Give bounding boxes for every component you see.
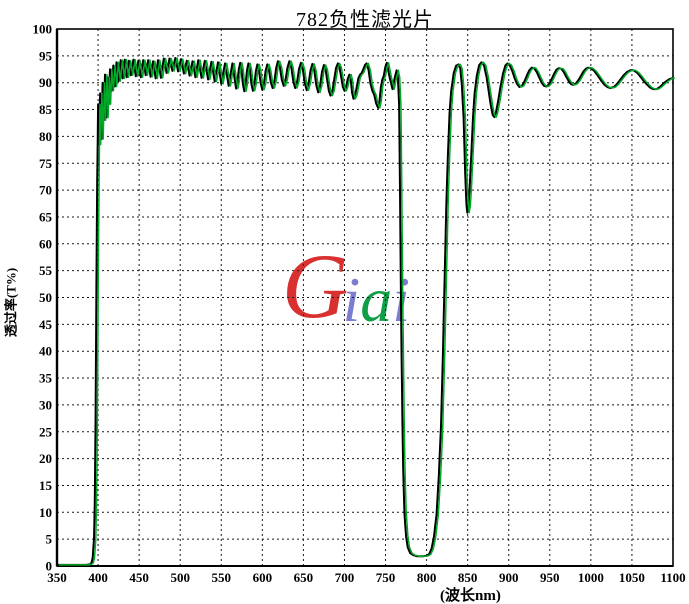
transmission-curve-black xyxy=(57,57,674,566)
x-tick-label: 700 xyxy=(335,570,355,585)
transmission-curve-green xyxy=(58,57,676,566)
y-tick-label: 20 xyxy=(39,451,52,466)
x-tick-label: 450 xyxy=(129,570,149,585)
y-tick-label: 30 xyxy=(39,397,52,412)
chart-title: 782负性滤光片 xyxy=(296,9,434,31)
x-tick-label: 350 xyxy=(47,570,67,585)
y-tick-label: 70 xyxy=(39,183,52,198)
x-tick-label: 1000 xyxy=(578,570,604,585)
watermark-letter-g: G xyxy=(282,235,349,337)
y-tick-label: 35 xyxy=(39,371,53,386)
x-tick-label: 900 xyxy=(499,570,519,585)
y-tick-label: 90 xyxy=(39,75,52,90)
y-tick-label: 75 xyxy=(39,156,53,171)
y-tick-label: 0 xyxy=(46,559,53,574)
y-tick-label: 10 xyxy=(39,505,52,520)
x-tick-label: 800 xyxy=(417,570,437,585)
plot-border xyxy=(56,28,674,567)
y-tick-label: 15 xyxy=(39,478,53,493)
x-tick-label: 1100 xyxy=(660,570,685,585)
x-axis-title: (波长nm) xyxy=(440,588,501,604)
x-tick-label: 400 xyxy=(88,570,108,585)
x-tick-label: 750 xyxy=(376,570,396,585)
watermark-letter-a: a xyxy=(360,264,393,335)
y-tick-label: 60 xyxy=(39,236,52,251)
y-tick-label: 65 xyxy=(39,209,53,224)
x-tick-label: 950 xyxy=(540,570,560,585)
y-tick-label: 5 xyxy=(46,532,53,547)
y-tick-label: 100 xyxy=(33,22,53,37)
y-tick-label: 40 xyxy=(39,344,52,359)
y-tick-label: 55 xyxy=(39,263,53,278)
watermark-letter-i: i xyxy=(342,264,361,335)
x-tick-label: 850 xyxy=(458,570,478,585)
x-tick-label: 600 xyxy=(253,570,273,585)
x-tick-label: 1050 xyxy=(619,570,645,585)
y-tick-label: 85 xyxy=(39,102,53,117)
y-tick-label: 25 xyxy=(39,424,53,439)
y-tick-label: 45 xyxy=(39,317,53,332)
x-tick-label: 550 xyxy=(212,570,232,585)
y-tick-label: 95 xyxy=(39,48,53,63)
x-tick-label: 650 xyxy=(294,570,314,585)
x-tick-label: 500 xyxy=(170,570,190,585)
y-tick-label: 50 xyxy=(39,290,52,305)
y-tick-label: 80 xyxy=(39,129,52,144)
